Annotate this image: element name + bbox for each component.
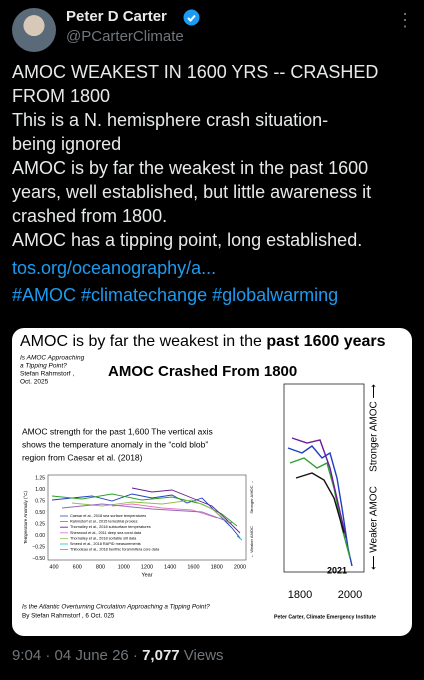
x-tick-label: 800: [96, 564, 105, 570]
views-count: 7,077: [142, 647, 180, 664]
curve: [71, 499, 231, 525]
tweet-line: being ignored: [12, 134, 122, 154]
right-axis-top: Stronger AMOC →: [249, 480, 254, 513]
tweet-hashtags[interactable]: #AMOC #climatechange #globalwarming: [12, 285, 339, 305]
tweet-line: AMOC is by far the weakest in the past 1…: [12, 158, 369, 178]
x-tick-label: 1000: [118, 564, 130, 570]
tweet-line: AMOC WEAKEST IN 1600 YRS -- CRASHED: [12, 62, 379, 82]
legend-entry: Rahmstorf et al., 2015 terrestrial proxi…: [70, 520, 138, 524]
avatar[interactable]: [12, 8, 56, 52]
legend-entry: Thornalley et al., 2018 subsurface tempe…: [70, 525, 151, 529]
x-tick-label: 400: [49, 564, 58, 570]
meta: 9:04 · 04 June 26 · 7,077 Views: [12, 647, 224, 664]
curve: [111, 503, 218, 519]
y-tick-label: −0.25: [32, 544, 45, 550]
y-axis-label: Temperature Anomaly (°C): [23, 490, 28, 544]
x-tick-label: 2000: [234, 564, 246, 570]
tweet-line: crashed from 1800.: [12, 206, 168, 226]
curve: [51, 493, 241, 539]
curve: [131, 487, 241, 534]
tweet-line: AMOC has a tipping point, long establish…: [12, 230, 363, 250]
y-tick-label: 0.00: [35, 533, 45, 539]
right-bottom-label: ⟵ Weaker AMOC: [369, 486, 380, 570]
y-tick-label: 0.75: [35, 498, 45, 504]
author-name[interactable]: Peter D Carter: [66, 8, 167, 25]
right-curve: [289, 457, 351, 559]
right-x-tick: 1800: [288, 589, 312, 601]
image-canvas: AMOC is by far the weakest in the past 1…: [20, 333, 386, 620]
image-title: AMOC Crashed From 1800: [108, 363, 297, 380]
legend-entry: Sherwood et al., 2011 deep sea coral dat…: [70, 531, 142, 535]
curve: [61, 503, 233, 524]
author-handle[interactable]: @PCarterClimate: [66, 28, 184, 45]
right-x-tick: 2000: [338, 589, 362, 601]
banner-bold: past 1600 years: [266, 333, 385, 350]
right-axis-bottom: ← Weaker AMOC: [249, 526, 254, 558]
x-axis-label: Year: [141, 572, 152, 578]
x-tick-label: 1400: [164, 564, 176, 570]
legend-entry: Thibodeau et al., 2018 benthic foraminif…: [70, 548, 160, 552]
right-curve: [287, 445, 353, 567]
tweet-line: years, well established, but little awar…: [12, 182, 372, 202]
banner: AMOC is by far the weakest in the past 1…: [20, 333, 386, 350]
verified-badge: [183, 9, 200, 26]
description: region from Caesar et al. (2018): [22, 452, 143, 462]
source-note: Stefan Rahmstorf ,: [20, 371, 74, 378]
banner-text: AMOC is by far the weakest in the: [20, 333, 266, 350]
y-tick-label: 0.50: [35, 510, 45, 516]
y-tick-label: −0.50: [32, 556, 45, 562]
source-note: a Tipping Point?: [20, 363, 67, 370]
tweet-line: This is a N. hemisphere crash situation-: [12, 110, 329, 130]
description: AMOC strength for the past 1,600 The ver…: [22, 426, 213, 436]
y-tick-label: 1.00: [35, 487, 45, 493]
x-tick-label: 1200: [141, 564, 153, 570]
curve: [236, 535, 243, 541]
footer-right: Peter Carter, Climate Emergency Institut…: [274, 614, 376, 620]
x-tick-label: 1600: [187, 564, 199, 570]
source-note: Is AMOC Approaching: [20, 355, 85, 362]
footer-left: Is the Atlantic Overturning Circulation …: [22, 604, 210, 611]
y-tick-label: 0.25: [35, 521, 45, 527]
footer-left: By Stefan Rahmstorf , 6 Oct. 025: [22, 613, 115, 620]
y-tick-label: 1.25: [35, 475, 45, 481]
views-label: Views: [179, 647, 224, 664]
legend-entry: Smeed et al., 2018 RAPID measurements: [70, 542, 141, 546]
tweet-line: FROM 1800: [12, 86, 111, 106]
x-tick-label: 1800: [211, 564, 223, 570]
right-top-label: Stronger AMOC ⟶: [369, 384, 380, 472]
x-tick-label: 600: [73, 564, 82, 570]
right-curve: [295, 472, 345, 534]
right-annotation: 2021: [327, 565, 347, 575]
legend-entry: Caesar et al., 2018 sea surface temperat…: [70, 514, 146, 518]
plot-frame: [47, 474, 247, 561]
tweet-link[interactable]: tos.org/oceanography/a...: [12, 258, 217, 278]
right-frame: [283, 383, 365, 573]
timestamp[interactable]: 9:04 · 04 June 26 ·: [12, 647, 143, 664]
more-button[interactable]: ⋮: [396, 10, 415, 30]
right-curve: [291, 437, 347, 539]
source-note: Oct. 2025: [20, 379, 49, 386]
description: shows the temperature anomaly in the “co…: [22, 439, 208, 449]
legend-entry: Thornalley et al., 2018 sortable silt da…: [70, 536, 137, 540]
image[interactable]: AMOC is by far the weakest in the past 1…: [12, 328, 412, 636]
